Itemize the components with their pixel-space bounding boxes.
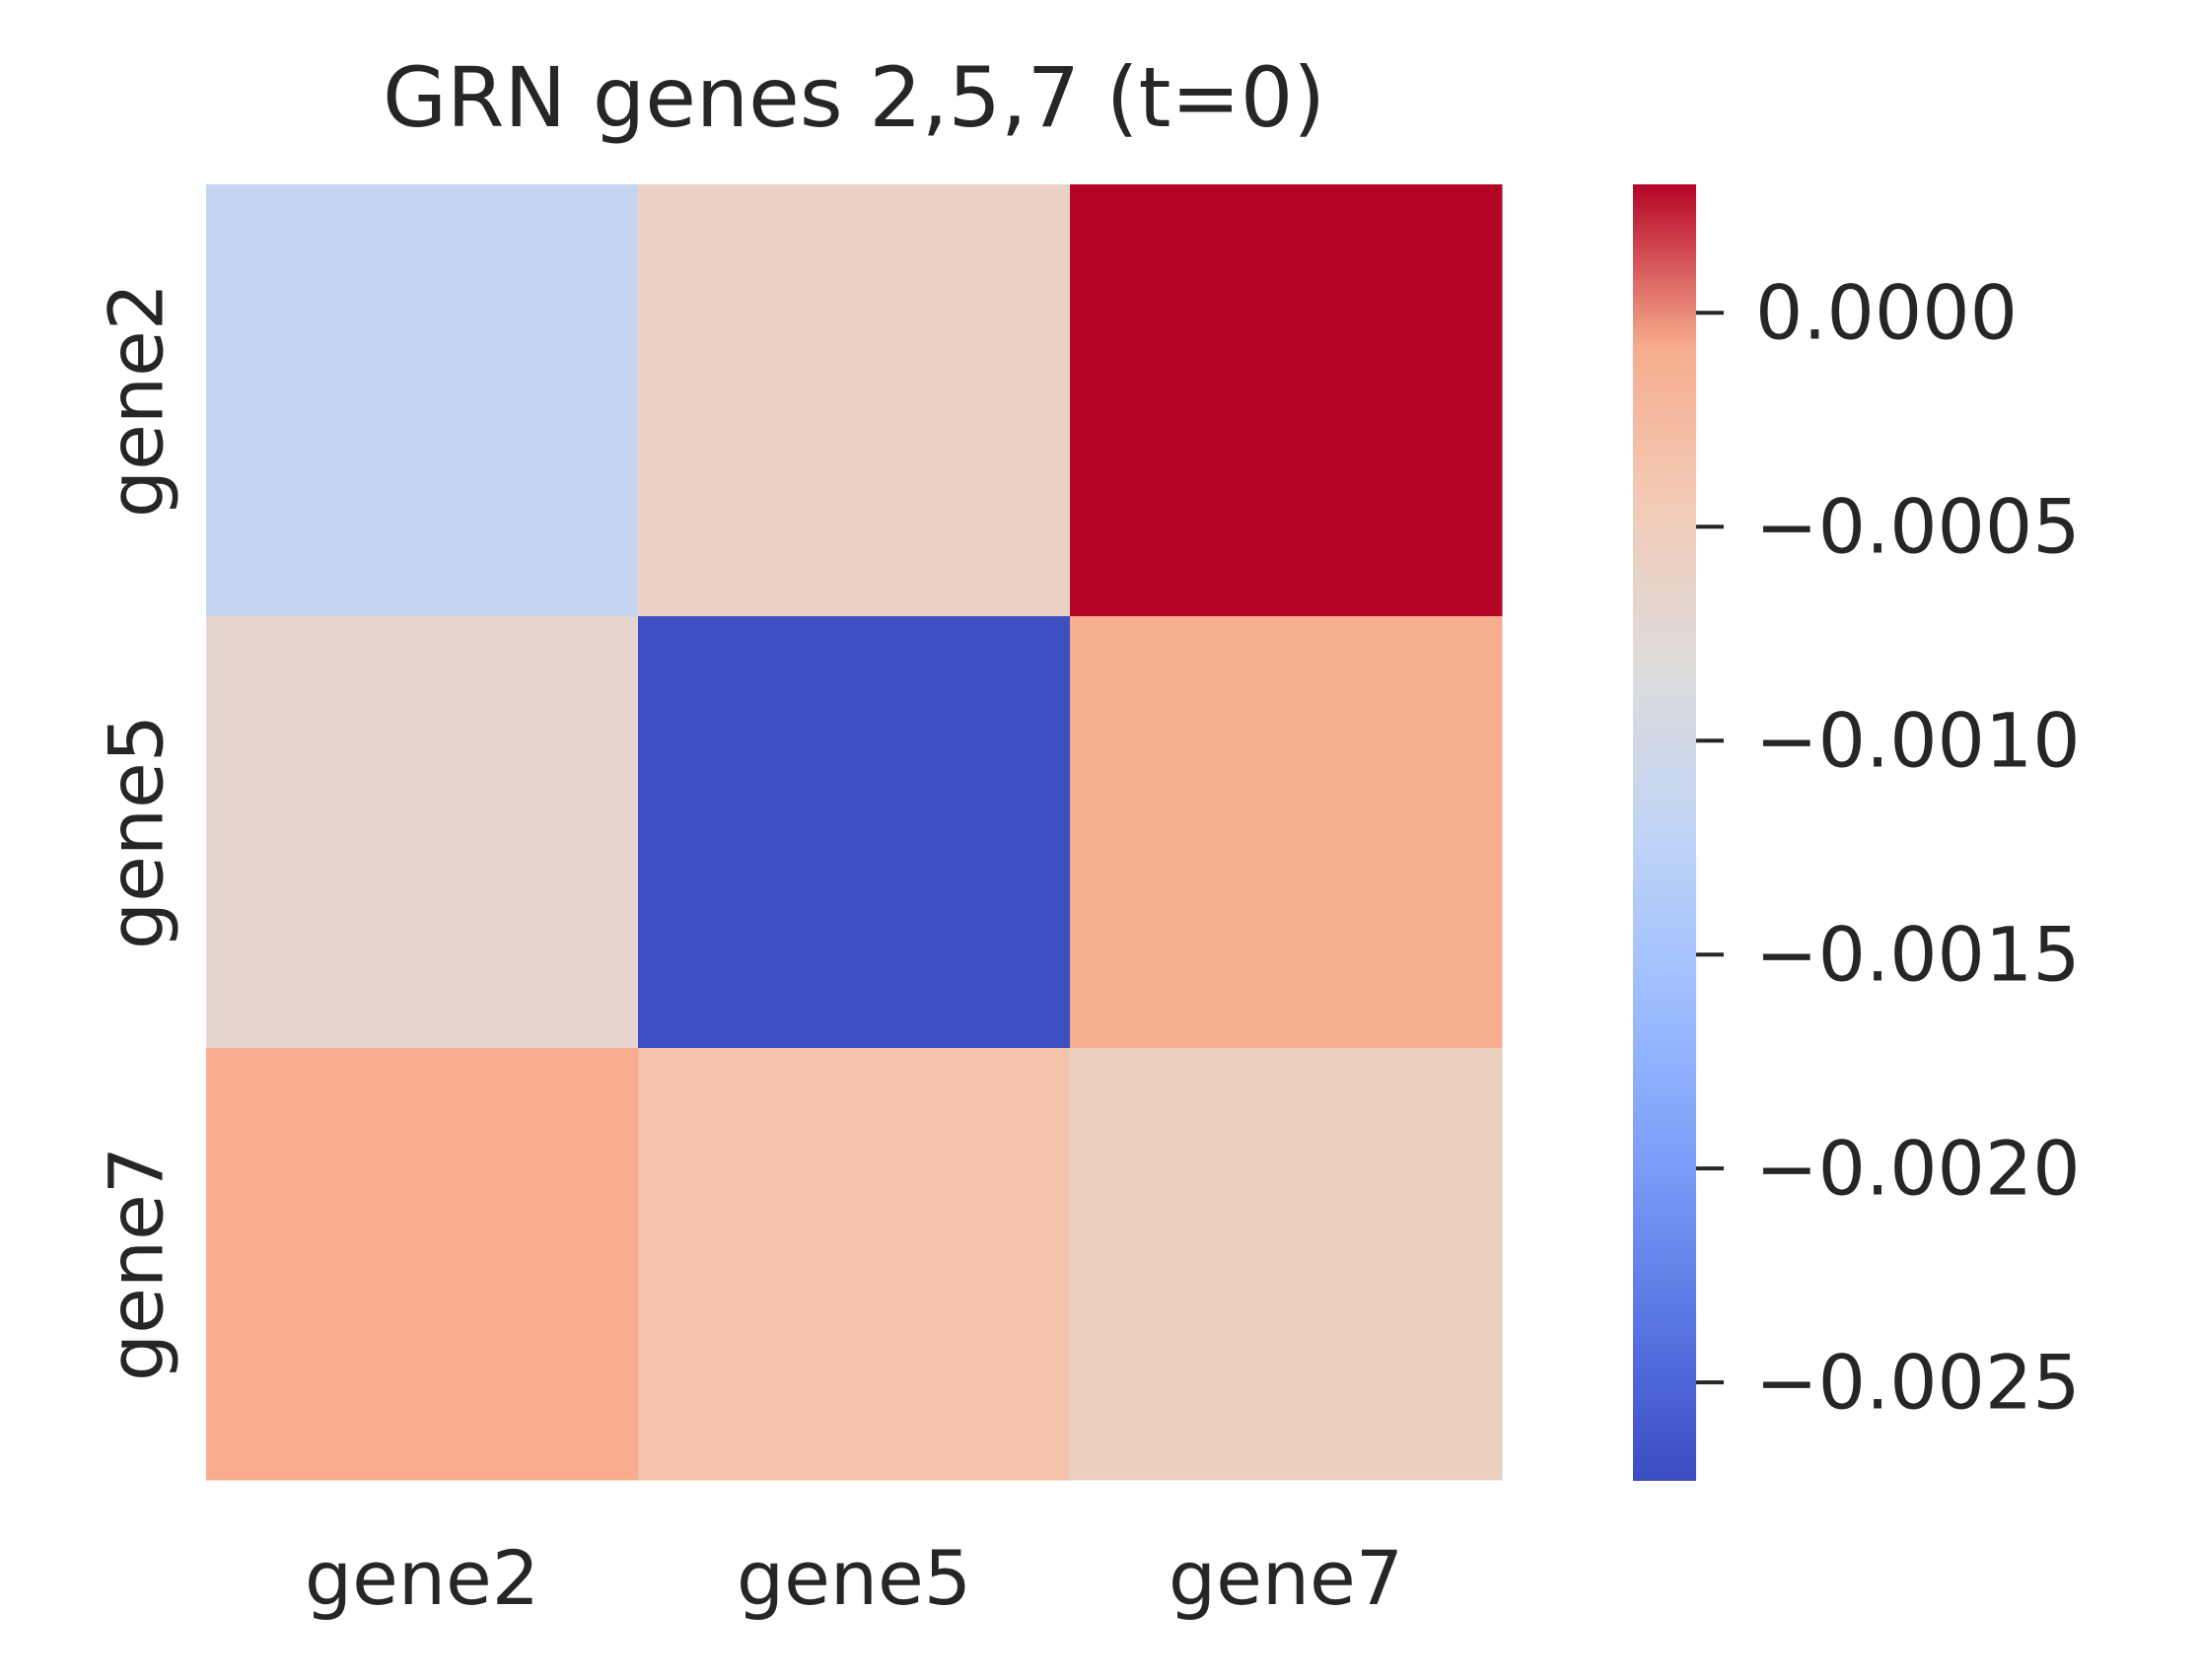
x-tick-labels: gene2 gene5 gene7 xyxy=(305,1534,1403,1622)
colorbar-tick-label: −0.0010 xyxy=(1755,697,2081,785)
y-tick-label: gene2 xyxy=(93,283,180,518)
colorbar-tick-label: −0.0025 xyxy=(1755,1339,2081,1427)
y-tick-label: gene5 xyxy=(93,715,180,949)
heatmap-cell-gene2-gene7 xyxy=(1070,184,1503,617)
colorbar-tick-label: −0.0015 xyxy=(1755,911,2081,999)
y-tick-labels: gene2 gene5 gene7 xyxy=(93,283,180,1381)
heatmap-cell-gene5-gene2 xyxy=(206,616,639,1049)
heatmap-cell-gene2-gene2 xyxy=(206,184,639,617)
colorbar-tick-label: −0.0020 xyxy=(1755,1125,2081,1213)
heatmap-cell-gene7-gene5 xyxy=(638,1048,1071,1481)
heatmap-cell-gene7-gene2 xyxy=(206,1048,639,1481)
colorbar-tick-label: 0.0000 xyxy=(1755,269,2018,357)
colorbar xyxy=(1633,184,1696,1481)
heatmap-cell-gene7-gene7 xyxy=(1070,1048,1503,1481)
heatmap-cell-gene2-gene5 xyxy=(638,184,1071,617)
x-tick-label: gene7 xyxy=(1169,1534,1403,1622)
heatmap-cell-gene5-gene7 xyxy=(1070,616,1503,1049)
heatmap-cell-gene5-gene5 xyxy=(638,616,1071,1049)
x-tick-label: gene5 xyxy=(737,1534,971,1622)
colorbar-tick-label: −0.0005 xyxy=(1755,483,2081,571)
chart-title: GRN genes 2,5,7 (t=0) xyxy=(383,49,1325,146)
colorbar-ticks: 0.0000 −0.0005 −0.0010 −0.0015 −0.0020 −0.002… xyxy=(1696,269,2081,1427)
x-tick-label: gene2 xyxy=(305,1534,539,1622)
y-tick-label: gene7 xyxy=(93,1147,180,1381)
heatmap-cells xyxy=(206,184,1503,1481)
